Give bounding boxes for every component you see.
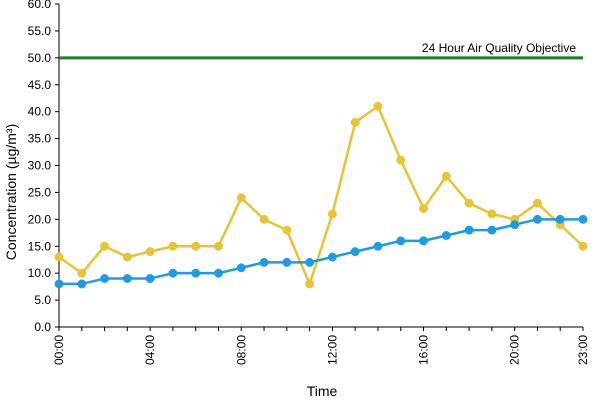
- x-tick-label: 04:00: [143, 335, 157, 365]
- data-point: [259, 257, 269, 267]
- data-point: [122, 274, 132, 283]
- data-point: [510, 220, 520, 230]
- data-point: [282, 225, 292, 235]
- data-point: [555, 214, 565, 224]
- data-point: [350, 117, 360, 127]
- data-point: [419, 236, 428, 246]
- y-tick-label: 50.0: [28, 51, 52, 65]
- x-tick-label: 23:00: [576, 335, 590, 365]
- series-2: [54, 214, 588, 289]
- x-axis-title: Time: [307, 383, 338, 399]
- x-tick-label: 00:00: [52, 335, 66, 365]
- data-point: [168, 241, 178, 251]
- data-point: [305, 279, 315, 289]
- y-axis-title: Concentration (µg/m³): [3, 124, 19, 260]
- y-tick-label: 10.0: [28, 266, 52, 280]
- y-tick-label: 20.0: [28, 212, 52, 226]
- data-point: [282, 257, 292, 267]
- data-point: [236, 193, 246, 203]
- data-point: [327, 252, 337, 262]
- data-point: [419, 204, 428, 214]
- data-point: [54, 279, 64, 289]
- y-tick-label: 40.0: [28, 105, 52, 119]
- data-point: [487, 209, 497, 219]
- data-point: [168, 268, 178, 278]
- data-point: [578, 214, 588, 224]
- y-tick-label: 55.0: [28, 24, 52, 38]
- data-point: [350, 247, 360, 257]
- data-point: [441, 171, 451, 181]
- data-point: [77, 268, 87, 278]
- data-point: [122, 252, 132, 262]
- data-point: [191, 268, 201, 278]
- reference-line-label: 24 Hour Air Quality Objective: [422, 41, 576, 55]
- y-tick-label: 35.0: [28, 132, 52, 146]
- data-point: [396, 236, 406, 246]
- y-tick-label: 30.0: [28, 159, 52, 173]
- x-tick-labels: 00:00 04:00 08:00 12:00 16:00 20:00 23:00: [52, 335, 590, 365]
- data-point: [214, 241, 223, 251]
- data-point: [532, 214, 542, 224]
- data-point: [578, 241, 588, 251]
- x-tick-label: 08:00: [234, 335, 248, 365]
- data-point: [145, 247, 155, 257]
- data-point: [100, 241, 110, 251]
- data-point: [54, 252, 64, 262]
- x-tick-label: 20:00: [508, 335, 522, 365]
- series-group: [54, 101, 588, 289]
- data-point: [145, 274, 155, 283]
- reference-line-group: 24 Hour Air Quality Objective: [59, 41, 583, 60]
- data-point: [236, 263, 246, 273]
- data-point: [259, 214, 269, 224]
- y-tick-label: 60.0: [28, 0, 52, 11]
- data-point: [191, 241, 201, 251]
- data-point: [441, 231, 451, 240]
- data-point: [305, 257, 315, 267]
- x-tick-label: 12:00: [325, 335, 339, 365]
- series-1: [54, 101, 588, 289]
- y-tick-label: 25.0: [28, 185, 52, 199]
- data-point: [214, 268, 223, 278]
- y-tick-labels: 0.0 5.0 10.0 15.0 20.0 25.0 30.0 35.0 40.0 45.0 50…: [28, 0, 52, 334]
- data-point: [77, 279, 87, 289]
- data-point: [373, 101, 383, 111]
- x-tick-label: 16:00: [417, 335, 431, 365]
- data-point: [100, 274, 110, 283]
- data-point: [373, 241, 383, 251]
- axes: [55, 3, 584, 331]
- y-tick-label: 0.0: [34, 320, 51, 334]
- data-point: [464, 198, 474, 208]
- y-tick-label: 45.0: [28, 78, 52, 92]
- data-point: [396, 155, 406, 165]
- data-point: [487, 225, 497, 235]
- data-point: [327, 209, 337, 219]
- y-tick-label: 5.0: [34, 293, 51, 307]
- data-point: [532, 198, 542, 208]
- data-point: [464, 225, 474, 235]
- y-tick-label: 15.0: [28, 239, 52, 253]
- series-line: [58, 105, 584, 286]
